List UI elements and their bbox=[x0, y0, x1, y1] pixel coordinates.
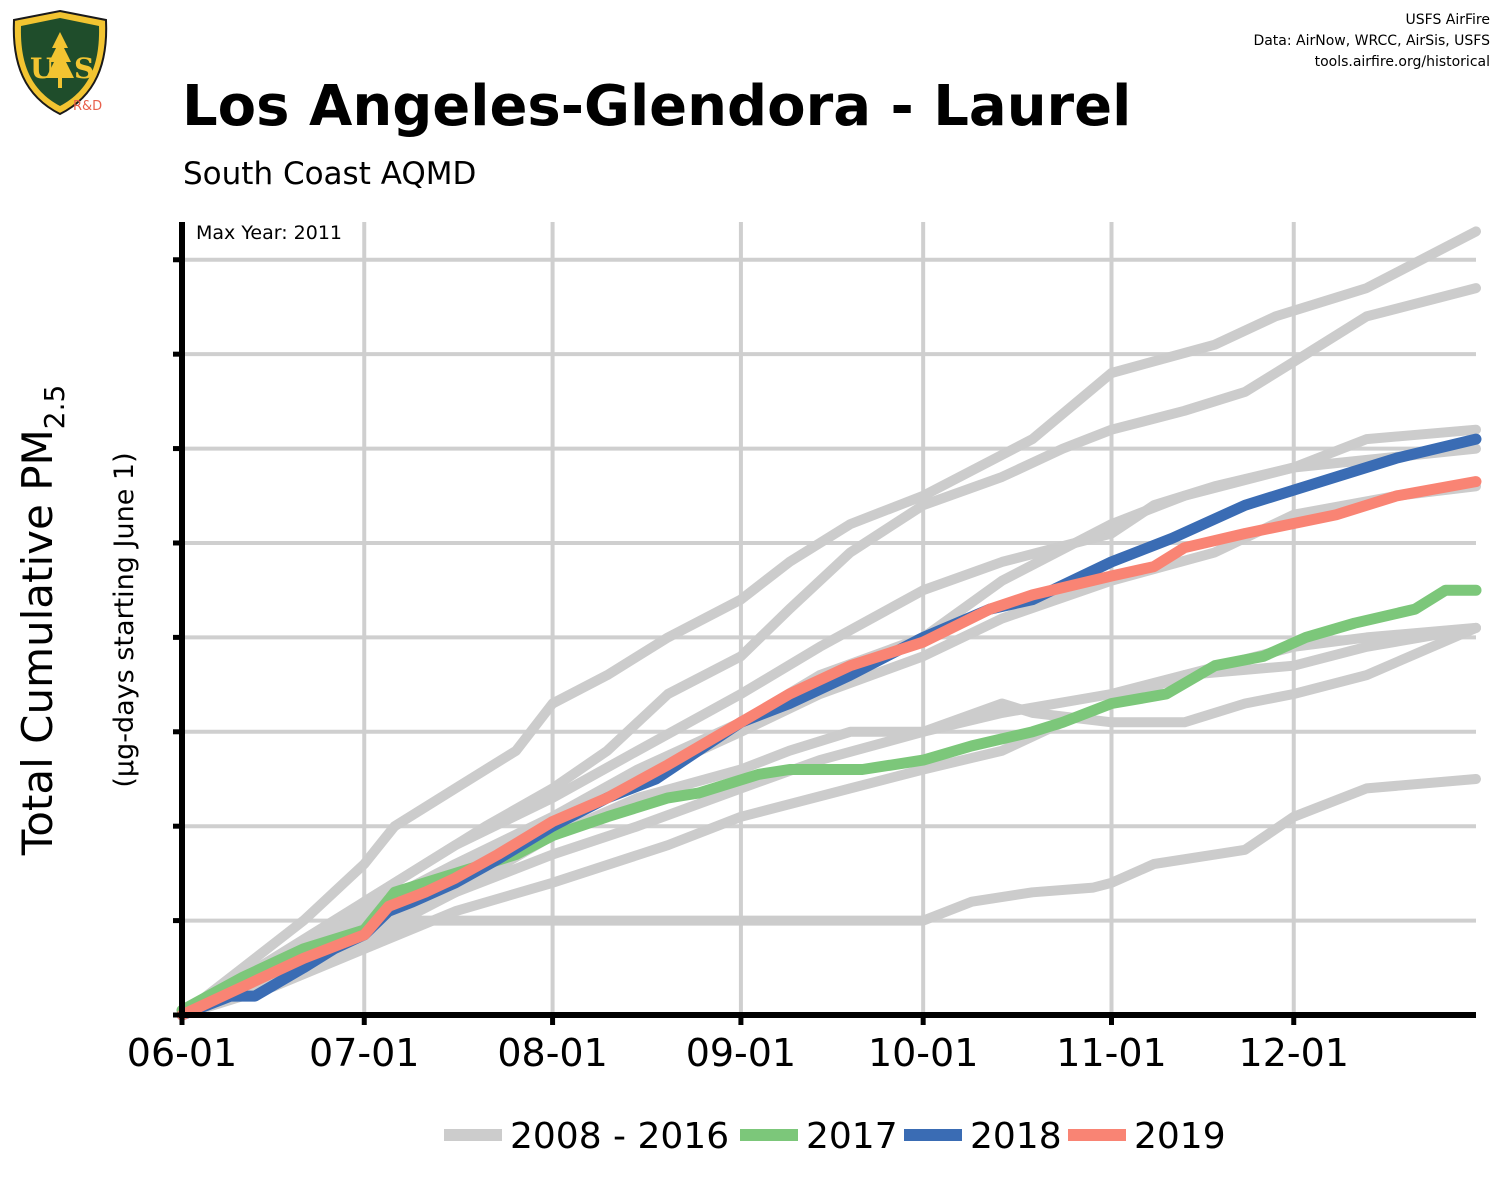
x-tick-labels: 06-01 07-01 08-01 09-01 10-01 11-01 12-01 bbox=[127, 1031, 1349, 1075]
legend-label: 2018 bbox=[970, 1116, 1062, 1157]
x-tick-label: 10-01 bbox=[868, 1031, 978, 1075]
x-tick-label: 12-01 bbox=[1239, 1031, 1349, 1075]
y-axis-label-main: Total Cumulative PM bbox=[13, 429, 62, 856]
y-axis-units-label: (µg-days starting June 1) bbox=[109, 452, 140, 787]
x-tick-label: 11-01 bbox=[1056, 1031, 1166, 1075]
history-series-line bbox=[177, 226, 1481, 1020]
credit-line: USFS AirFire bbox=[1405, 12, 1491, 28]
history-series-line bbox=[177, 622, 1481, 1020]
x-tick-label: 09-01 bbox=[686, 1031, 796, 1075]
series-line-2019 bbox=[176, 476, 1482, 1021]
axes bbox=[173, 222, 1476, 1025]
page-subtitle: South Coast AQMD bbox=[183, 156, 477, 192]
logo-rd-badge: R&D bbox=[73, 99, 103, 114]
credits: USFS AirFire Data: AirNow, WRCC, AirSis,… bbox=[1253, 10, 1490, 73]
legend: 2008 - 2016 2017 2018 2019 bbox=[444, 1116, 1226, 1157]
credit-line: tools.airfire.org/historical bbox=[1314, 54, 1490, 70]
legend-label: 2008 - 2016 bbox=[510, 1116, 729, 1157]
x-tick-label: 07-01 bbox=[309, 1031, 419, 1075]
logo-letter-u: U bbox=[30, 52, 54, 85]
legend-label: 2017 bbox=[806, 1116, 898, 1157]
legend-label: 2019 bbox=[1134, 1116, 1226, 1157]
max-year-annotation: Max Year: 2011 bbox=[196, 222, 342, 244]
x-tick-label: 08-01 bbox=[497, 1031, 607, 1075]
x-tick-label: 06-01 bbox=[127, 1031, 237, 1075]
series-line-2017 bbox=[176, 584, 1482, 1016]
usfs-shield-icon: U S bbox=[12, 9, 108, 116]
y-axis-label-subscript: 2.5 bbox=[38, 385, 71, 430]
logo-letter-s: S bbox=[74, 52, 94, 85]
credit-line: Data: AirNow, WRCC, AirSis, USFS bbox=[1253, 33, 1490, 49]
page-title: Los Angeles-Glendora - Laurel bbox=[182, 74, 1132, 139]
highlight-series-group bbox=[176, 433, 1482, 1021]
history-series-group bbox=[177, 226, 1481, 1020]
y-axis-label: Total Cumulative PM2.5 bbox=[13, 385, 71, 857]
